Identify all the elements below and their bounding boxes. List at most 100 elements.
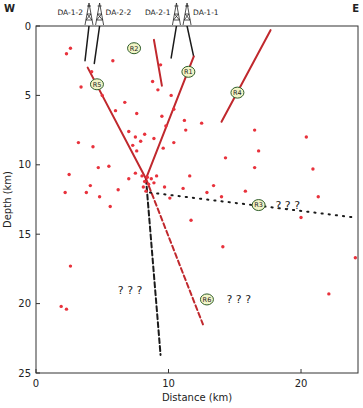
y-tick-label: 20: [18, 298, 31, 309]
direction-label: E: [352, 3, 359, 14]
hypocenter: [79, 85, 82, 88]
hypocenter: [244, 189, 247, 192]
fault-line: [222, 30, 271, 122]
annotation: ? ? ?: [226, 293, 251, 306]
hypocenter: [85, 191, 88, 194]
hypocenter: [172, 141, 175, 144]
hypocenter: [189, 219, 192, 222]
well-label: DA-2-2: [106, 8, 132, 17]
x-axis-title: Distance (km): [162, 392, 232, 403]
hypocenter: [151, 80, 154, 83]
fault-line: [150, 193, 355, 218]
hypocenter: [139, 140, 142, 143]
fault-label: R4: [233, 89, 242, 97]
hypocenter: [114, 109, 117, 112]
y-tick: [36, 303, 40, 304]
y-tick: [36, 234, 40, 235]
fault-label-badge: [128, 43, 141, 54]
hypocenter: [143, 133, 146, 136]
hypocenter: [156, 88, 159, 91]
hypocenter: [77, 141, 80, 144]
direction-label: W: [4, 3, 15, 14]
hypocenter: [127, 130, 130, 133]
annotation: ? ? ?: [118, 284, 143, 297]
hypocenter: [317, 195, 320, 198]
hypocenter: [305, 135, 308, 138]
hypocenter: [212, 184, 215, 187]
y-tick: [36, 164, 40, 165]
hypocenter: [152, 137, 155, 140]
hypocenter: [257, 149, 260, 152]
y-tick-label: 15: [18, 229, 31, 240]
well-icon: [172, 3, 180, 25]
x-tick-label: 0: [33, 378, 39, 389]
hypocenter: [143, 180, 146, 183]
hypocenter: [172, 108, 175, 111]
fault-label-badge: [252, 200, 265, 211]
hypocenter: [131, 144, 134, 147]
hypocenter: [135, 149, 138, 152]
x-tick: [301, 369, 302, 373]
well-label: DA-1-2: [57, 8, 83, 17]
hypocenter: [299, 216, 302, 219]
hypocenter: [67, 173, 70, 176]
hypocenter: [89, 184, 92, 187]
hypocenter: [169, 94, 172, 97]
hypocenter: [327, 292, 330, 295]
hypocenter: [253, 128, 256, 131]
fault-line: [187, 26, 194, 57]
fault-line: [146, 57, 194, 179]
hypocenter: [142, 185, 145, 188]
hypocenter: [90, 70, 93, 73]
hypocenter: [127, 177, 130, 180]
fault-label-badge: [182, 66, 195, 77]
fault-line: [146, 179, 203, 325]
hypocenter: [220, 195, 223, 198]
hypocenter: [91, 145, 94, 148]
fault-label: R5: [93, 81, 102, 89]
hypocenter: [150, 177, 153, 180]
hypocenter: [135, 112, 138, 115]
hypocenter: [162, 146, 165, 149]
hypocenter: [188, 174, 191, 177]
fault-line: [171, 26, 176, 58]
hypocenter: [140, 174, 143, 177]
hypocenter: [147, 183, 150, 186]
y-tick: [36, 26, 40, 27]
hypocenter: [109, 205, 112, 208]
hypocenter: [146, 176, 149, 179]
well-icon: [96, 3, 104, 25]
y-tick-label: 5: [25, 90, 31, 101]
well-label: DA-2-1: [145, 8, 171, 17]
hypocenter: [98, 195, 101, 198]
well-label: DA-1-1: [193, 8, 219, 17]
fault-label-badge: [231, 87, 244, 98]
hypocenter: [160, 115, 163, 118]
x-tick: [168, 369, 169, 373]
hypocenter: [164, 124, 167, 127]
fault-label: R2: [130, 45, 139, 53]
fault-label: R6: [203, 296, 212, 304]
hypocenter: [200, 121, 203, 124]
fault-label: R3: [254, 201, 263, 209]
hypocenter: [163, 185, 166, 188]
data-layer: [59, 26, 357, 355]
hypocenter: [183, 119, 186, 122]
hypocenter: [134, 135, 137, 138]
x-tick-label: 20: [295, 378, 308, 389]
fault-line: [154, 40, 162, 86]
hypocenter: [69, 264, 72, 267]
hypocenter: [97, 166, 100, 169]
hypocenter: [152, 181, 155, 184]
annotation: ? ? ?: [276, 199, 301, 212]
hypocenter: [69, 47, 72, 50]
y-tick: [36, 373, 40, 374]
hypocenter: [123, 101, 126, 104]
well-icon: [183, 3, 191, 25]
hypocenter: [101, 94, 104, 97]
x-tick-label: 10: [162, 378, 175, 389]
hypocenter: [224, 156, 227, 159]
hypocenter: [168, 196, 171, 199]
hypocenter: [184, 128, 187, 131]
well-icon: [85, 3, 93, 25]
